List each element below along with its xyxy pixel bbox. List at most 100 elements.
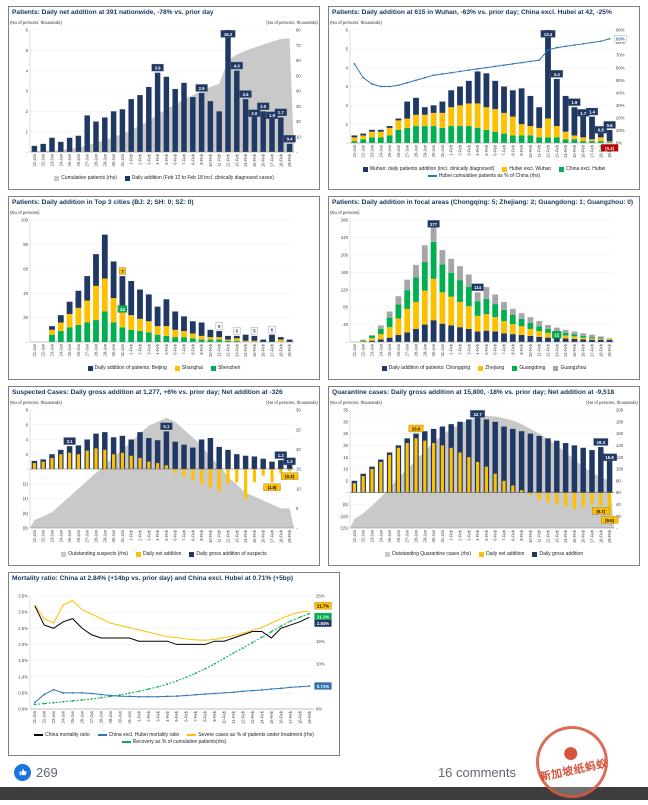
svg-text:24: 24 [120, 307, 125, 312]
legend-item: Cumulative patients (rhs) [54, 175, 117, 181]
svg-text:14-Feb: 14-Feb [243, 529, 248, 543]
svg-text:10-Feb: 10-Feb [208, 343, 213, 357]
svg-text:1-Feb: 1-Feb [136, 710, 141, 721]
svg-text:(8): (8) [23, 526, 29, 531]
svg-text:25-Jan: 25-Jan [67, 153, 72, 166]
svg-text:2.5%: 2.5% [18, 626, 28, 631]
svg-text:(2): (2) [23, 481, 29, 486]
svg-text:16-Feb: 16-Feb [261, 529, 266, 543]
svg-text:29-Jan: 29-Jan [422, 529, 427, 542]
svg-text:12-Feb: 12-Feb [546, 144, 551, 158]
svg-text:8-Feb: 8-Feb [190, 153, 195, 164]
svg-text:9-Feb: 9-Feb [199, 343, 204, 354]
like-count[interactable]: 269 [14, 764, 58, 781]
svg-text:13-Feb: 13-Feb [250, 710, 255, 724]
legend-item: Outstanding suspects (rhs) [61, 551, 128, 557]
svg-text:1.7: 1.7 [278, 110, 285, 115]
svg-text:15: 15 [296, 467, 301, 472]
legend-label: Daily addition of patients: Chongqing [389, 365, 470, 371]
svg-text:15.8: 15.8 [605, 455, 614, 460]
svg-text:27-Jan: 27-Jan [85, 343, 90, 356]
legend-swatch [382, 366, 387, 371]
svg-text:29-Jan: 29-Jan [102, 529, 107, 542]
svg-text:11-Feb: 11-Feb [217, 343, 222, 356]
svg-text:9-Feb: 9-Feb [199, 153, 204, 164]
svg-text:24-Jan: 24-Jan [378, 529, 383, 542]
svg-text:6-Feb: 6-Feb [173, 529, 178, 540]
svg-text:30: 30 [296, 104, 301, 109]
svg-text:5: 5 [346, 46, 349, 51]
svg-text:2-Feb: 2-Feb [146, 710, 151, 721]
svg-text:21-Jan: 21-Jan [352, 144, 357, 157]
svg-text:40: 40 [616, 502, 621, 507]
svg-text:1.9: 1.9 [571, 100, 578, 105]
legend-item: Zhejiang [478, 365, 504, 371]
legend-item: Daily addition of patients: Beijing [88, 365, 167, 371]
svg-text:31-Jan: 31-Jan [127, 710, 132, 723]
svg-text:0.0%: 0.0% [18, 707, 28, 712]
svg-text:7-Feb: 7-Feb [502, 144, 507, 155]
svg-text:4-Feb: 4-Feb [165, 710, 170, 721]
legend-item: China mortality ratio [34, 732, 89, 738]
svg-text:0.6: 0.6 [607, 123, 614, 128]
chart-nationwide: Patients: Daily net addition at 391 nati… [8, 6, 320, 190]
svg-text:5-Feb: 5-Feb [164, 529, 169, 540]
svg-text:15-Feb: 15-Feb [252, 153, 257, 167]
svg-text:19-Feb: 19-Feb [287, 529, 292, 543]
legend-item: Recovery as % of cumulative patients(rhs… [122, 739, 227, 745]
svg-text:(1.8): (1.8) [268, 485, 277, 490]
svg-text:30-Jan: 30-Jan [111, 529, 116, 542]
svg-text:2.9: 2.9 [199, 86, 206, 91]
svg-text:8-Feb: 8-Feb [203, 710, 208, 721]
svg-text:(0.3): (0.3) [285, 474, 294, 479]
legend-label: Daily addition (Feb 12 to Feb 18 incl. c… [132, 175, 274, 181]
svg-text:4-Feb: 4-Feb [155, 153, 160, 164]
svg-text:13-Feb: 13-Feb [554, 144, 559, 158]
svg-text:27-Jan: 27-Jan [89, 710, 94, 723]
svg-text:70: 70 [296, 43, 301, 48]
svg-text:7-Feb: 7-Feb [502, 343, 507, 354]
svg-text:22-Jan: 22-Jan [42, 710, 47, 723]
svg-text:30-Jan: 30-Jan [431, 144, 436, 157]
svg-text:2.84%: 2.84% [317, 621, 329, 626]
svg-text:22-Jan: 22-Jan [41, 343, 46, 356]
svg-text:240: 240 [341, 235, 349, 240]
svg-text:-: - [27, 340, 29, 345]
svg-text:7-Feb: 7-Feb [182, 343, 187, 354]
svg-text:12-Feb: 12-Feb [241, 710, 246, 724]
svg-text:(No of persons, thousands): (No of persons, thousands) [330, 400, 382, 405]
legend-item: China excl. Hubei mortality ratio [98, 732, 180, 738]
svg-text:15-Feb: 15-Feb [572, 529, 577, 543]
svg-text:60: 60 [23, 266, 28, 271]
legend-label: Outstanding suspects (rhs) [68, 551, 128, 557]
svg-text:5-Feb: 5-Feb [484, 144, 489, 155]
svg-text:17-Feb: 17-Feb [270, 529, 275, 543]
svg-text:(15): (15) [340, 526, 348, 531]
svg-text:3-Feb: 3-Feb [466, 343, 471, 354]
legend-item: Shanghai [175, 365, 203, 371]
svg-text:5-Feb: 5-Feb [164, 343, 169, 354]
legend-item: Daily gross addition [532, 551, 583, 557]
svg-text:31-Jan: 31-Jan [440, 144, 445, 157]
legend-item: Hubei excl. Wuhan [502, 166, 551, 172]
svg-text:15-Feb: 15-Feb [572, 144, 577, 158]
svg-text:(No of persons, thousands): (No of persons, thousands) [266, 20, 318, 25]
svg-text:24-Jan: 24-Jan [58, 343, 63, 356]
svg-text:23-Jan: 23-Jan [51, 710, 56, 723]
chart-legend: Outstanding Quarantine cases (rhs)Daily … [329, 551, 639, 559]
legend-item: Guangzhou [553, 365, 586, 371]
svg-text:-: - [27, 467, 29, 472]
svg-text:16-Feb: 16-Feb [581, 529, 586, 543]
svg-text:10%: 10% [316, 661, 325, 666]
svg-text:29-Jan: 29-Jan [108, 710, 113, 723]
svg-text:(0.3): (0.3) [605, 146, 614, 151]
svg-text:6: 6 [26, 422, 29, 427]
svg-text:12-Feb: 12-Feb [226, 529, 231, 543]
svg-text:(No of persons, thousands): (No of persons, thousands) [10, 400, 62, 405]
legend-item: Daily gross addition of suspects [189, 551, 266, 557]
svg-text:29-Jan: 29-Jan [422, 343, 427, 356]
svg-text:40: 40 [23, 291, 28, 296]
svg-text:25: 25 [343, 431, 348, 436]
svg-text:16-Feb: 16-Feb [581, 343, 586, 357]
